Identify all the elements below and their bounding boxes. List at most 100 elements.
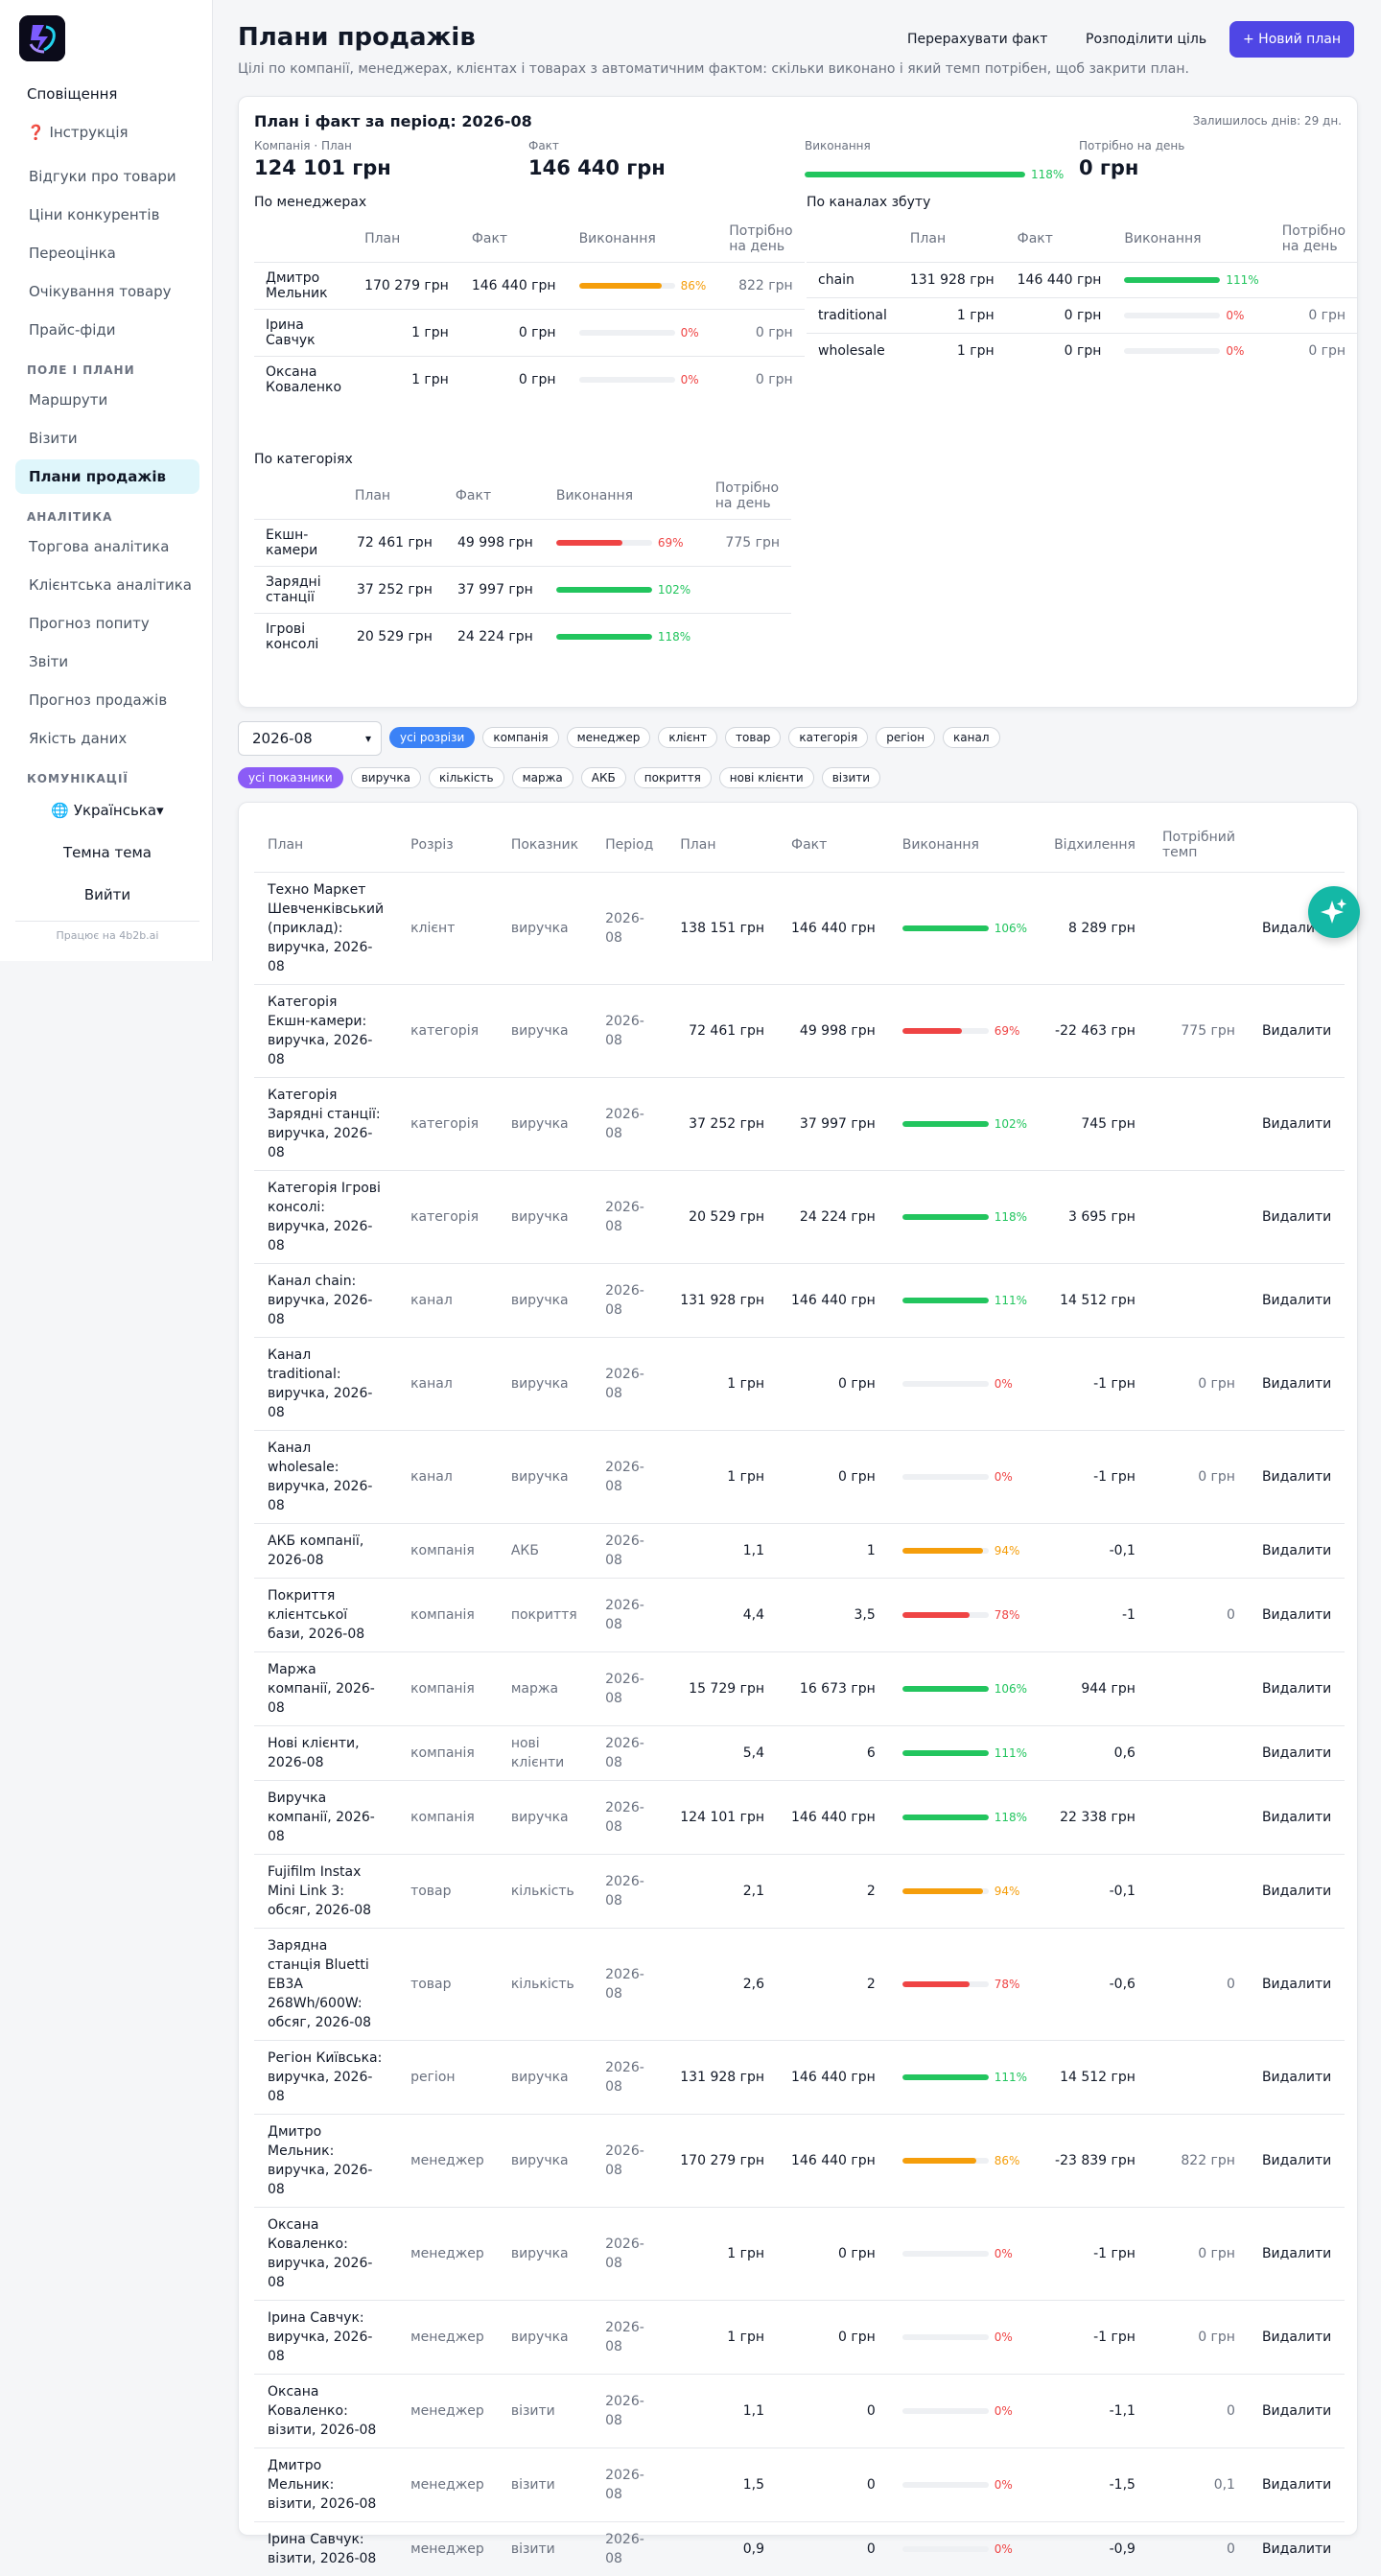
plan-deviation: 14 512 грн xyxy=(1041,1264,1149,1338)
filter-chip-metric[interactable]: усі показники xyxy=(238,767,343,788)
sidebar-item-visits[interactable]: Візити xyxy=(15,421,199,456)
filter-chip-metric[interactable]: виручка xyxy=(351,767,421,788)
filter-chip-metric[interactable]: нові клієнти xyxy=(719,767,814,788)
plan-deviation: 745 грн xyxy=(1041,1078,1149,1171)
delete-plan-button[interactable]: Видалити xyxy=(1249,1855,1345,1929)
table-row: Категорія Зарядні станції: виручка, 2026… xyxy=(254,1078,1345,1171)
delete-plan-button[interactable]: Видалити xyxy=(1249,1929,1345,2041)
language-select[interactable]: 🌐 Українська▾ xyxy=(15,793,199,828)
app-logo[interactable] xyxy=(19,15,65,61)
filter-chip-metric[interactable]: маржа xyxy=(512,767,573,788)
row-name: Зарядні станції xyxy=(254,567,343,614)
filter-chip-dimension[interactable]: категорія xyxy=(788,727,868,748)
progress-fill xyxy=(902,925,989,931)
delete-plan-button[interactable]: Видалити xyxy=(1249,985,1345,1078)
plan-fact: 0 xyxy=(778,2375,889,2448)
filter-chip-dimension[interactable]: клієнт xyxy=(658,727,717,748)
plan-deviation: -1 грн xyxy=(1041,1338,1149,1431)
sidebar-item-competitor-prices[interactable]: Ціни конкурентів xyxy=(15,198,199,232)
delete-plan-button[interactable]: Видалити xyxy=(1249,2448,1345,2522)
sidebar-item-reports[interactable]: Звіти xyxy=(15,644,199,679)
theme-toggle[interactable]: Темна тема xyxy=(15,835,199,870)
sidebar-item-client-analytics[interactable]: Клієнтська аналітика xyxy=(15,568,199,602)
col-exec: Виконання xyxy=(568,216,718,263)
plan-name: Оксана Коваленко: візити, 2026-08 xyxy=(254,2375,397,2448)
filter-chip-dimension[interactable]: усі розрізи xyxy=(389,727,475,748)
sidebar-item-demand-forecast[interactable]: Прогноз попиту xyxy=(15,606,199,641)
sidebar-item-trade-analytics[interactable]: Торгова аналітика xyxy=(15,529,199,564)
delete-plan-button[interactable]: Видалити xyxy=(1249,1726,1345,1781)
logout-button[interactable]: Вийти xyxy=(15,878,199,912)
col-fact: Факт xyxy=(460,216,568,263)
progress-bar xyxy=(902,1981,989,1987)
new-plan-button[interactable]: + Новий план xyxy=(1229,21,1354,58)
sidebar-item-data-quality[interactable]: Якість даних xyxy=(15,721,199,756)
delete-plan-button[interactable]: Видалити xyxy=(1249,1652,1345,1726)
delete-plan-button[interactable]: Видалити xyxy=(1249,1579,1345,1652)
delete-plan-button[interactable]: Видалити xyxy=(1249,2208,1345,2301)
plan-metric: візити xyxy=(498,2375,592,2448)
filter-chip-metric[interactable]: покриття xyxy=(634,767,712,788)
plan-deviation: -0,1 xyxy=(1041,1524,1149,1579)
filter-chip-dimension[interactable]: компанія xyxy=(482,727,558,748)
row-name: Дмитро Мельник xyxy=(254,263,353,310)
plan-exec: 111% xyxy=(889,2041,1041,2115)
filter-chip-metric[interactable]: кількість xyxy=(429,767,504,788)
progress-pct: 0% xyxy=(995,1374,1013,1393)
progress-bar xyxy=(902,2482,989,2488)
plan-deviation: 944 грн xyxy=(1041,1652,1149,1726)
filter-chip-metric[interactable]: візити xyxy=(822,767,880,788)
row-need: 0 грн xyxy=(717,357,804,404)
delete-plan-button[interactable]: Видалити xyxy=(1249,1781,1345,1855)
sidebar-item-price-feeds[interactable]: Прайс-фіди xyxy=(15,313,199,347)
progress-fill xyxy=(902,1028,962,1034)
progress-pct: 0% xyxy=(995,2401,1013,2421)
col-plan: План xyxy=(343,473,444,520)
sidebar-item-routes[interactable]: Маршрути xyxy=(15,383,199,417)
delete-plan-button[interactable]: Видалити xyxy=(1249,1078,1345,1171)
sidebar-item-sales-plans[interactable]: Плани продажів xyxy=(15,459,199,494)
plan-required-pace: 775 грн xyxy=(1149,985,1249,1078)
sidebar-instruction[interactable]: ❓ Інструкція xyxy=(13,115,198,150)
delete-plan-button[interactable]: Видалити xyxy=(1249,1431,1345,1524)
recalculate-fact-button[interactable]: Перерахувати факт xyxy=(894,21,1061,58)
col-need: Потрібно на день xyxy=(704,473,791,520)
categories-section-label: По категоріях xyxy=(254,452,353,467)
progress-pct: 86% xyxy=(681,279,707,293)
delete-plan-button[interactable]: Видалити xyxy=(1249,2041,1345,2115)
sidebar-notifications[interactable]: Сповіщення xyxy=(13,77,198,111)
row-exec: 118% xyxy=(545,614,704,661)
delete-plan-button[interactable]: Видалити xyxy=(1249,1264,1345,1338)
delete-plan-button[interactable]: Видалити xyxy=(1249,2375,1345,2448)
delete-plan-button[interactable]: Видалити xyxy=(1249,1171,1345,1264)
ai-assistant-button[interactable] xyxy=(1308,886,1360,938)
plan-period: 2026-08 xyxy=(592,1431,667,1524)
filter-chip-dimension[interactable]: регіон xyxy=(876,727,935,748)
delete-plan-button[interactable]: Видалити xyxy=(1249,2522,1345,2576)
sidebar-item-awaiting-goods[interactable]: Очікування товару xyxy=(15,274,199,309)
delete-plan-button[interactable]: Видалити xyxy=(1249,1524,1345,1579)
progress-bar xyxy=(579,377,675,383)
kpi-plan-label: Компанія · План xyxy=(254,139,352,152)
filter-chip-dimension[interactable]: товар xyxy=(725,727,781,748)
delete-plan-button[interactable]: Видалити xyxy=(1249,2115,1345,2208)
distribute-goal-button[interactable]: Розподілити ціль xyxy=(1072,21,1220,58)
delete-plan-button[interactable]: Видалити xyxy=(1249,1338,1345,1431)
delete-plan-button[interactable]: Видалити xyxy=(1249,2301,1345,2375)
plan-fact: 146 440 грн xyxy=(778,2041,889,2115)
row-need: 0 грн xyxy=(1271,298,1357,334)
sidebar-item-repricing[interactable]: Переоцінка xyxy=(15,236,199,270)
filter-chip-dimension[interactable]: канал xyxy=(943,727,999,748)
plan-dimension: менеджер xyxy=(397,2375,498,2448)
period-select[interactable]: 2026-08 ▾ xyxy=(238,721,382,756)
sidebar-item-sales-forecast[interactable]: Прогноз продажів xyxy=(15,683,199,717)
sidebar-item-reviews[interactable]: Відгуки про товари xyxy=(15,159,199,194)
progress-pct: 94% xyxy=(995,1882,1020,1901)
filter-chip-dimension[interactable]: менеджер xyxy=(567,727,651,748)
filter-chip-metric[interactable]: АКБ xyxy=(581,767,626,788)
plan-dimension: канал xyxy=(397,1431,498,1524)
plan-value: 4,4 xyxy=(667,1579,778,1652)
